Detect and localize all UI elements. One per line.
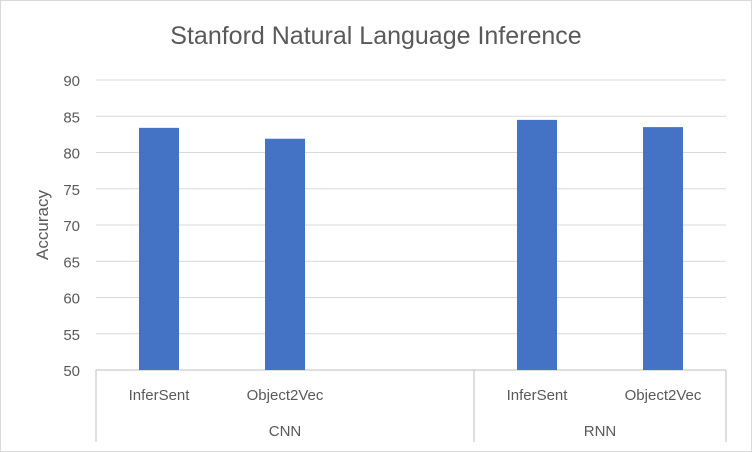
y-tick-label: 80: [63, 146, 80, 163]
x-category-label: Object2Vec: [625, 387, 702, 404]
x-category-label: Object2Vec: [247, 387, 324, 404]
bar: [643, 127, 683, 370]
bars: [139, 119, 683, 370]
y-tick-label: 65: [63, 254, 80, 271]
y-tick-label: 85: [63, 109, 80, 126]
y-tick-label: 60: [63, 291, 80, 308]
gridlines: [96, 79, 726, 371]
y-tick-label: 55: [63, 327, 80, 344]
bar: [265, 138, 305, 370]
y-tick-label: 75: [63, 182, 80, 199]
x-group-label: RNN: [584, 423, 617, 440]
bar: [139, 127, 179, 370]
bar: [517, 119, 557, 370]
y-axis-label: Accuracy: [33, 190, 52, 260]
x-group-label: CNN: [269, 423, 302, 440]
chart-title: Stanford Natural Language Inference: [170, 22, 582, 50]
x-category-label: InferSent: [507, 387, 569, 404]
y-tick-label: 50: [63, 363, 80, 380]
x-category-label: InferSent: [129, 387, 191, 404]
x-axis: InferSent Object2Vec InferSent Object2Vec CN…: [95, 370, 727, 442]
y-tick-label: 90: [63, 73, 80, 90]
y-axis-ticks: 50 55 60 65 70 75 80 85 90: [63, 73, 80, 380]
y-tick-label: 70: [63, 218, 80, 235]
